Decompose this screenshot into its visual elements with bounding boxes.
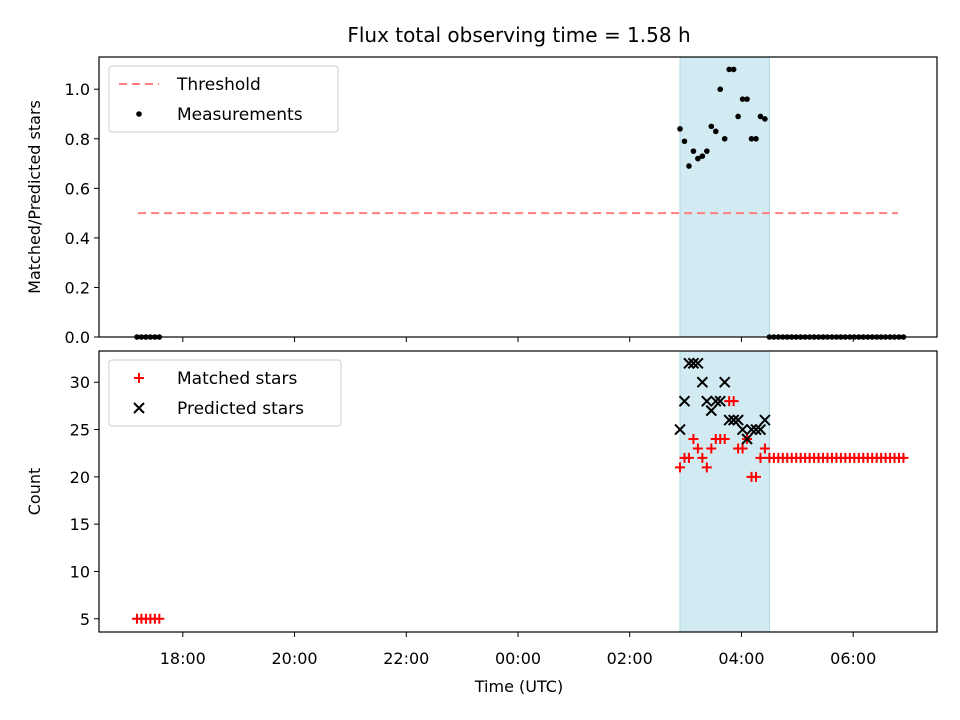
legend-box — [108, 359, 342, 427]
y-axis-label: Matched/Predicted stars — [25, 100, 44, 294]
data-point — [721, 135, 728, 142]
data-point — [757, 113, 764, 120]
data-point — [717, 86, 724, 93]
data-point — [674, 423, 686, 436]
highlight-span — [679, 350, 770, 633]
data-point — [686, 163, 692, 169]
y-axis-label: Count — [25, 468, 44, 516]
data-point — [745, 423, 758, 436]
y-tick-label: 30 — [70, 373, 90, 392]
plot-frame — [98, 350, 938, 633]
data-point — [154, 613, 165, 624]
data-point — [728, 396, 739, 407]
data-point — [695, 155, 701, 162]
bottom-panel: 5 10 15 20 25 30 Count Matched stars Predicted s… — [25, 350, 938, 637]
plot-frame — [98, 56, 938, 338]
data-point — [732, 414, 744, 426]
x-axis: 18:00 20:00 22:00 00:00 02:00 04:00 06:00 — [160, 649, 877, 668]
y-tick-label: 0.8 — [65, 130, 90, 149]
data-point — [683, 357, 695, 370]
x-tick-label: 04:00 — [718, 649, 764, 668]
data-point — [754, 423, 767, 436]
data-point — [678, 395, 691, 407]
data-point — [898, 452, 909, 463]
data-point — [759, 443, 770, 454]
data-point — [750, 423, 762, 436]
data-point — [688, 433, 699, 444]
data-point — [705, 404, 718, 417]
data-point — [690, 148, 697, 154]
legend-label: Measurements — [177, 105, 303, 125]
data-point — [730, 66, 737, 73]
x-axis-label: Time (UTC) — [474, 677, 563, 696]
data-point — [696, 376, 709, 388]
data-point — [718, 376, 731, 388]
data-point — [726, 66, 732, 73]
data-point — [704, 148, 710, 154]
data-point — [710, 395, 722, 407]
top-panel: 0.0 0.2 0.4 0.6 0.8 1.0 Matched/Predicted star… — [25, 56, 938, 347]
x-tick-label: 22:00 — [383, 649, 429, 668]
data-point — [706, 443, 717, 454]
series — [674, 357, 771, 445]
data-point — [759, 414, 771, 426]
legend: Threshold Measurements — [108, 65, 339, 133]
data-point — [675, 462, 686, 473]
x-tick-label: 02:00 — [607, 649, 653, 668]
data-point — [719, 433, 730, 444]
y-tick-label: 0.2 — [65, 278, 90, 297]
legend-label: Threshold — [176, 75, 261, 95]
chart-title: Flux total observing time = 1.58 h — [347, 23, 690, 47]
data-point — [699, 153, 706, 159]
data-point — [744, 96, 750, 102]
data-point — [692, 357, 704, 370]
data-point — [762, 116, 768, 122]
legend-label: Matched stars — [177, 369, 297, 389]
legend: Matched stars Predicted stars — [108, 359, 342, 427]
y-tick-label: 20 — [70, 468, 90, 487]
data-point — [708, 123, 715, 130]
legend-marker — [133, 402, 145, 414]
y-tick-label: 0.4 — [65, 229, 90, 248]
data-point — [714, 395, 726, 407]
legend-label: Predicted stars — [177, 399, 304, 419]
x-tick-label: 20:00 — [271, 649, 317, 668]
data-point — [737, 443, 748, 454]
data-point — [755, 452, 766, 463]
data-point — [701, 395, 713, 407]
data-point — [753, 135, 759, 142]
data-point — [739, 96, 746, 102]
x-tick-label: 18:00 — [160, 649, 206, 668]
data-point — [735, 113, 741, 120]
x-tick-label: 06:00 — [830, 649, 876, 668]
data-point — [712, 128, 719, 135]
y-tick-label: 25 — [70, 421, 90, 440]
y-tick-label: 0.6 — [65, 179, 90, 198]
data-point — [723, 414, 735, 426]
data-point — [681, 138, 688, 145]
data-point — [727, 414, 740, 426]
data-point — [701, 462, 712, 473]
legend-box — [108, 65, 339, 133]
y-tick-label: 5 — [80, 610, 90, 629]
highlight-span — [679, 56, 770, 338]
data-point — [687, 357, 700, 370]
data-point — [748, 135, 755, 142]
y-tick-label: 1.0 — [65, 80, 90, 99]
data-point — [683, 452, 694, 463]
data-point — [750, 471, 761, 482]
y-tick-label: 15 — [70, 515, 90, 534]
legend-marker — [136, 111, 142, 117]
series — [131, 396, 909, 624]
y-tick-label: 0.0 — [65, 328, 90, 347]
x-tick-label: 00:00 — [495, 649, 541, 668]
data-point — [697, 452, 708, 463]
y-tick-label: 10 — [70, 562, 90, 581]
data-point — [677, 126, 683, 132]
data-point — [736, 423, 749, 436]
data-point — [692, 443, 703, 454]
data-point — [741, 433, 753, 445]
legend-marker — [134, 373, 144, 383]
